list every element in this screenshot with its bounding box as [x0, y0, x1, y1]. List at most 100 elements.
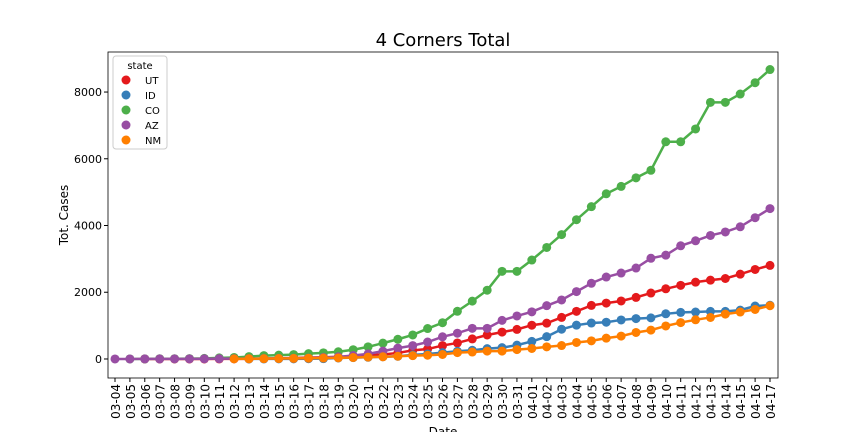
legend-marker	[121, 75, 131, 85]
point	[571, 287, 581, 297]
point	[735, 269, 745, 279]
point	[765, 301, 775, 311]
x-tick-label: 03-12	[228, 384, 242, 419]
x-tick-label: 03-13	[243, 384, 257, 419]
point	[720, 97, 730, 107]
point	[214, 354, 224, 364]
point	[527, 320, 537, 330]
point	[691, 307, 701, 317]
point	[333, 353, 343, 363]
x-tick-label: 03-06	[139, 384, 153, 419]
y-tick-label: 8000	[74, 86, 102, 99]
point	[631, 314, 641, 324]
x-tick-label: 04-04	[570, 384, 584, 419]
point	[452, 328, 462, 338]
point	[318, 353, 328, 363]
point	[571, 337, 581, 347]
point	[765, 65, 775, 75]
point	[512, 345, 522, 355]
point	[497, 346, 507, 356]
point	[586, 336, 596, 346]
x-tick-label: 03-08	[169, 384, 183, 419]
point	[557, 295, 567, 305]
point	[586, 202, 596, 212]
point	[571, 320, 581, 330]
point	[676, 280, 686, 290]
x-tick-label: 03-04	[109, 384, 123, 419]
x-tick-label: 04-13	[704, 384, 718, 419]
x-tick-label: 03-31	[511, 384, 525, 419]
point	[676, 307, 686, 317]
point	[750, 264, 760, 274]
point	[661, 309, 671, 319]
point	[482, 323, 492, 333]
y-axis-label: Tot. Cases	[57, 185, 71, 247]
x-tick-label: 04-06	[600, 384, 614, 419]
point	[631, 327, 641, 337]
legend-label: NM	[145, 136, 161, 147]
x-tick-label: 04-11	[675, 384, 689, 419]
legend-marker	[121, 120, 131, 130]
point	[586, 278, 596, 288]
point	[661, 321, 671, 331]
point	[586, 300, 596, 310]
point	[125, 354, 135, 364]
point	[720, 227, 730, 237]
point	[750, 213, 760, 223]
point	[676, 241, 686, 251]
x-tick-label: 04-03	[556, 384, 570, 419]
point	[155, 354, 165, 364]
point	[705, 97, 715, 107]
point	[408, 351, 418, 361]
point	[646, 253, 656, 263]
series-line	[129, 68, 771, 361]
x-tick-label: 04-07	[615, 384, 629, 419]
x-axis-label: Date	[429, 425, 458, 432]
point	[497, 315, 507, 325]
point	[542, 332, 552, 342]
point	[542, 342, 552, 352]
x-tick-label: 03-30	[496, 384, 510, 419]
legend-label: AZ	[145, 121, 159, 132]
point	[631, 173, 641, 183]
point	[720, 309, 730, 319]
point	[542, 242, 552, 252]
x-tick-label: 03-15	[273, 384, 287, 419]
point	[512, 311, 522, 321]
legend-marker	[121, 90, 131, 100]
point	[527, 336, 537, 346]
point	[393, 343, 403, 353]
point	[527, 343, 537, 353]
point	[586, 318, 596, 328]
point	[467, 347, 477, 357]
point	[676, 318, 686, 328]
x-tick-label: 03-27	[451, 384, 465, 419]
x-tick-label: 03-29	[481, 384, 495, 419]
point	[259, 354, 269, 364]
point	[691, 236, 701, 246]
x-tick-label: 03-07	[154, 384, 168, 419]
x-tick-label: 04-16	[749, 384, 763, 419]
point	[750, 78, 760, 88]
point	[423, 350, 433, 360]
point	[557, 324, 567, 334]
x-tick-label: 03-09	[183, 384, 197, 419]
point	[408, 330, 418, 340]
point	[601, 317, 611, 327]
legend-marker	[121, 135, 131, 145]
point	[438, 332, 447, 342]
point	[646, 325, 656, 335]
point	[705, 312, 715, 322]
point	[408, 341, 418, 351]
legend-label: UT	[145, 76, 159, 87]
point	[646, 313, 656, 323]
legend-label: ID	[145, 91, 156, 102]
point	[393, 334, 403, 344]
point	[557, 312, 567, 322]
point	[601, 189, 611, 199]
point	[601, 272, 611, 282]
point	[705, 275, 715, 285]
point	[705, 230, 715, 240]
x-tick-label: 03-20	[347, 384, 361, 419]
